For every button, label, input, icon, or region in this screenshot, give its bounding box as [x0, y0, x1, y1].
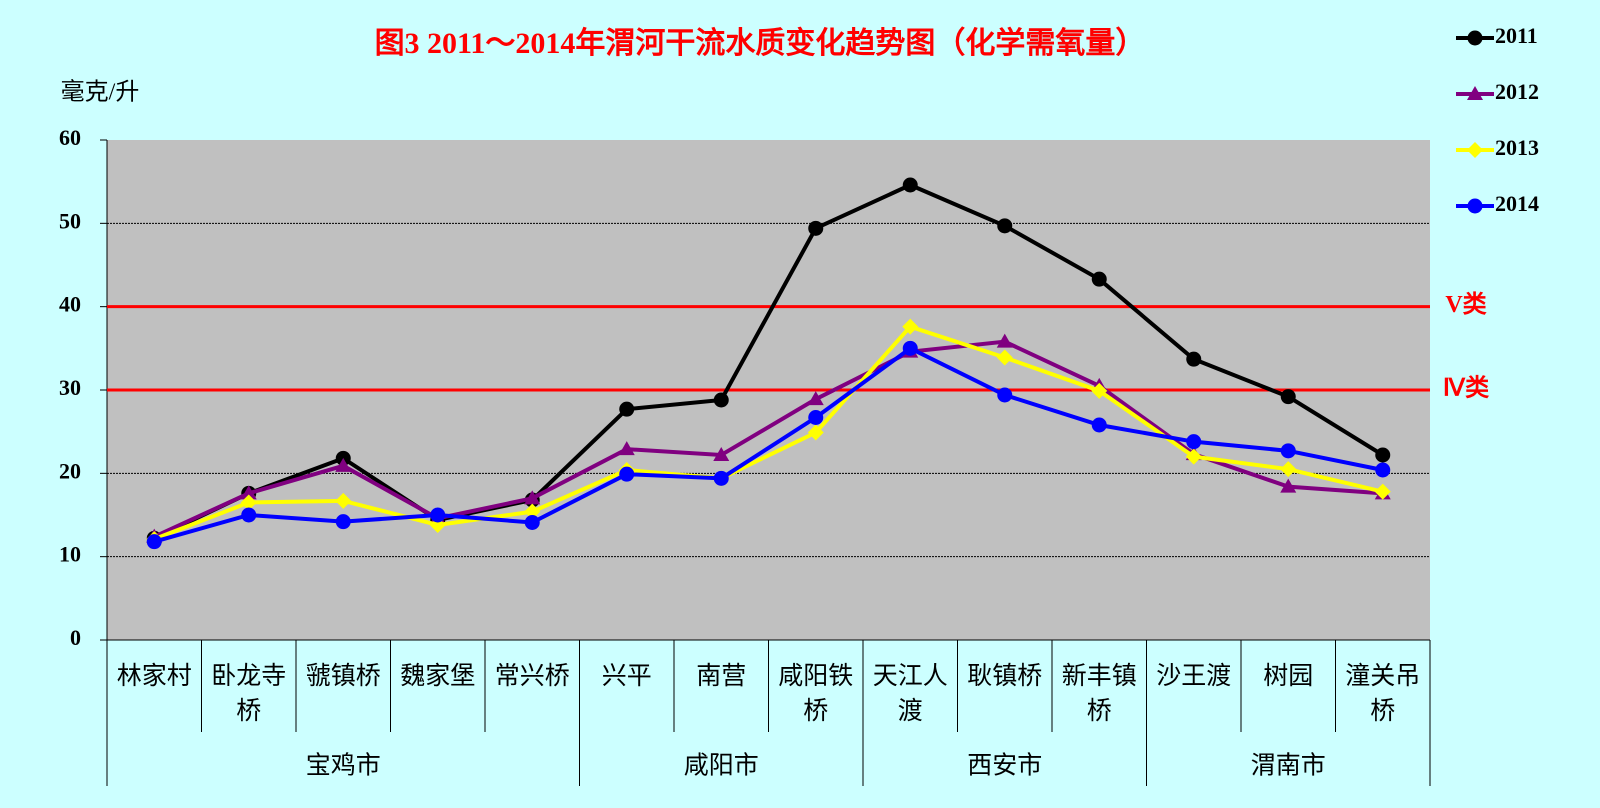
legend-marker [1467, 30, 1483, 46]
group-label: 宝鸡市 [306, 752, 381, 780]
data-point [1375, 447, 1391, 463]
series-line [153, 339, 1383, 539]
data-point [1091, 382, 1108, 399]
x-tick-label: 兴平 [602, 662, 652, 690]
x-tick-label: 树园 [1263, 662, 1313, 690]
x-tick-label: 卧龙寺桥 [211, 662, 286, 725]
x-tick-label: 咸阳铁桥 [778, 662, 853, 725]
data-point [1091, 271, 1107, 287]
data-point [1280, 389, 1296, 405]
data-point [619, 466, 635, 482]
series-line [153, 182, 1384, 541]
data-point [524, 515, 540, 530]
group-label: 咸阳市 [684, 752, 759, 780]
data-point [996, 349, 1013, 366]
data-point [713, 447, 730, 461]
x-tick-label: 林家村 [117, 662, 192, 690]
reference-label: Ⅳ类 [1443, 375, 1490, 402]
data-point [902, 340, 918, 356]
data-point [713, 470, 729, 486]
data-point [902, 318, 919, 335]
group-label: 渭南市 [1251, 752, 1326, 780]
data-point [808, 410, 824, 425]
y-tick-label: 20 [59, 458, 81, 483]
legend-label: 2013 [1495, 135, 1539, 160]
data-point [902, 177, 918, 193]
x-tick-label: 耿镇桥 [967, 662, 1042, 690]
data-point [1374, 483, 1391, 500]
data-point [996, 333, 1013, 348]
y-tick-label: 30 [59, 375, 81, 400]
data-point [524, 490, 541, 505]
legend-label: 2014 [1495, 191, 1539, 216]
data-point [997, 218, 1013, 234]
data-point [807, 391, 824, 406]
data-point [146, 534, 162, 550]
series-line [153, 324, 1384, 542]
data-point [1280, 461, 1297, 478]
x-tick-label: 南营 [696, 662, 746, 690]
legend-marker [1467, 86, 1483, 100]
data-point [240, 494, 257, 511]
y-tick-label: 60 [59, 125, 81, 150]
group-label: 西安市 [967, 752, 1042, 780]
y-axis-label: 毫克/升 [61, 79, 140, 106]
data-point [1186, 351, 1202, 367]
reference-label: V类 [1445, 291, 1487, 318]
y-tick-label: 50 [59, 208, 81, 233]
data-point [1280, 443, 1296, 459]
data-point [335, 492, 352, 509]
data-point [1185, 448, 1202, 465]
series-line [153, 346, 1384, 544]
data-point [997, 387, 1013, 403]
data-point [240, 485, 257, 500]
data-point [1186, 434, 1202, 450]
data-point [241, 507, 257, 523]
legend-label: 2011 [1495, 23, 1538, 48]
data-point [524, 503, 541, 520]
x-tick-label: 沙王渡 [1156, 662, 1231, 690]
data-point [1280, 478, 1297, 493]
y-tick-label: 0 [70, 625, 81, 650]
x-tick-label: 魏家堡 [400, 662, 475, 690]
data-point [619, 401, 635, 417]
x-tick-label: 虢镇桥 [306, 662, 381, 690]
x-tick-label: 天江人渡 [873, 662, 948, 725]
data-point [807, 424, 824, 441]
y-tick-label: 10 [59, 542, 81, 567]
legend-marker [1467, 142, 1483, 158]
data-point [618, 441, 635, 456]
data-point [335, 457, 352, 472]
data-point [1091, 417, 1107, 433]
data-point [1375, 462, 1391, 478]
data-point [430, 507, 446, 523]
data-point [713, 392, 729, 408]
x-tick-label: 常兴桥 [495, 662, 570, 690]
x-tick-label: 潼关吊桥 [1345, 662, 1420, 725]
y-tick-label: 40 [59, 292, 81, 317]
legend-marker [1467, 198, 1483, 214]
legend-label: 2012 [1495, 79, 1539, 104]
chart-title: 图3 2011～2014年渭河干流水质变化趋势图（化学需氧量） [375, 26, 1146, 60]
x-tick-label: 新丰镇桥 [1062, 662, 1137, 725]
data-point [335, 514, 351, 530]
data-point [808, 220, 824, 236]
